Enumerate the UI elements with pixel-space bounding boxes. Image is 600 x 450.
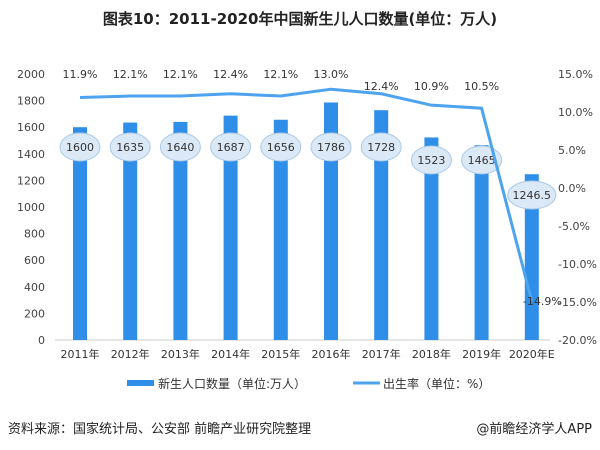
bar-value-bubble	[507, 180, 557, 210]
right-axis-tick: -15.0%	[558, 296, 597, 309]
bar-value-label: 1600	[66, 141, 94, 154]
bar-value-label: 1635	[116, 141, 144, 154]
rate-value-label: 12.1%	[163, 68, 198, 81]
left-axis-tick: 1400	[17, 148, 45, 161]
bar	[424, 137, 439, 340]
bar-value-label: 1656	[267, 141, 295, 154]
rate-value-label: 12.1%	[263, 68, 298, 81]
x-axis-tick: 2015年	[261, 347, 300, 361]
bar-value-bubble	[260, 132, 302, 162]
rate-line	[79, 87, 534, 302]
rate-value-label: -14.9%	[523, 295, 562, 308]
combo-chart: 0 200 400 600 800 1000 1200 1400 1600 1800 2000 -20…	[17, 68, 597, 391]
bar	[324, 102, 338, 340]
rate-value-label: 10.9%	[414, 80, 449, 93]
legend-line-label: 出生率（单位：%）	[383, 376, 490, 391]
bar	[273, 119, 288, 340]
rate-value-label: 12.4%	[213, 68, 248, 81]
bar-value-label: 1786	[317, 141, 345, 154]
source-note: 资料来源：国家统计局、公安部 前瞻产业研究院整理	[8, 422, 312, 437]
left-axis-tick: 1000	[17, 201, 45, 214]
left-axis-tick: 1800	[17, 95, 45, 108]
bar-value-label: 1687	[217, 141, 245, 154]
rate-value-label: 13.0%	[314, 68, 349, 81]
right-axis-tick: 0.0%	[558, 182, 586, 195]
x-axis-tick: 2017年	[362, 347, 401, 361]
bar-value-label: 1523	[417, 154, 445, 167]
credit-note: @前瞻经济学人APP	[476, 422, 592, 437]
x-axis-tick: 2011年	[61, 347, 100, 361]
left-axis-tick: 200	[24, 307, 45, 320]
right-axis-tick: -20.0%	[558, 334, 597, 347]
left-axis-tick: 400	[24, 281, 45, 294]
bar-value-label: 1728	[367, 141, 395, 154]
bar-value-bubble	[310, 132, 352, 162]
bar	[73, 127, 87, 340]
left-axis-tick: 800	[24, 228, 45, 241]
legend-bar-swatch	[127, 380, 154, 386]
bar	[123, 122, 138, 340]
x-axis-tick: 2019年	[462, 347, 501, 361]
chart-title: 图表10：2011-2020年中国新生儿人口数量(单位：万人)	[102, 10, 498, 28]
right-axis-tick: 15.0%	[558, 68, 593, 81]
bar-value-bubble	[109, 132, 151, 162]
legend-bar-label: 新生人口数量（单位:万人）	[158, 376, 306, 391]
rate-value-label: 12.1%	[113, 68, 148, 81]
bar-value-bubble	[360, 132, 402, 162]
right-axis-tick: 5.0%	[558, 144, 586, 157]
bar-value-bubble	[210, 132, 252, 162]
rate-value-label: 10.5%	[464, 80, 499, 93]
x-axis-tick: 2016年	[312, 347, 351, 361]
bar-value-label: 1246.5	[513, 189, 552, 202]
left-axis-tick: 0	[38, 334, 45, 347]
rate-value-label: 11.9%	[63, 68, 98, 81]
bar	[173, 121, 188, 340]
x-axis-tick: 2014年	[211, 347, 250, 361]
left-axis-tick: 1200	[17, 174, 45, 187]
bar	[374, 110, 389, 341]
bar-value-bubble	[159, 132, 201, 162]
bar-value-label: 1465	[468, 154, 496, 167]
bar-value-bubble	[59, 132, 101, 162]
left-axis-tick: 600	[24, 254, 45, 267]
bar	[223, 115, 238, 340]
left-axis-tick: 2000	[17, 68, 45, 81]
x-axis-tick: 2013年	[161, 347, 200, 361]
x-axis-tick: 2018年	[412, 347, 451, 361]
bar-value-bubble	[461, 145, 503, 175]
right-axis-tick: -10.0%	[558, 258, 597, 271]
x-axis-tick: 2012年	[111, 347, 150, 361]
bar	[474, 145, 489, 340]
bar	[524, 174, 539, 340]
bar-value-label: 1640	[166, 141, 194, 154]
right-axis-tick: -5.0%	[558, 220, 590, 233]
x-axis-tick: 2020年E	[509, 347, 555, 361]
right-axis-tick: 10.0%	[558, 106, 593, 119]
left-axis-tick: 1600	[17, 121, 45, 134]
rate-value-label: 12.4%	[364, 80, 399, 93]
bar-value-bubble	[410, 145, 452, 175]
